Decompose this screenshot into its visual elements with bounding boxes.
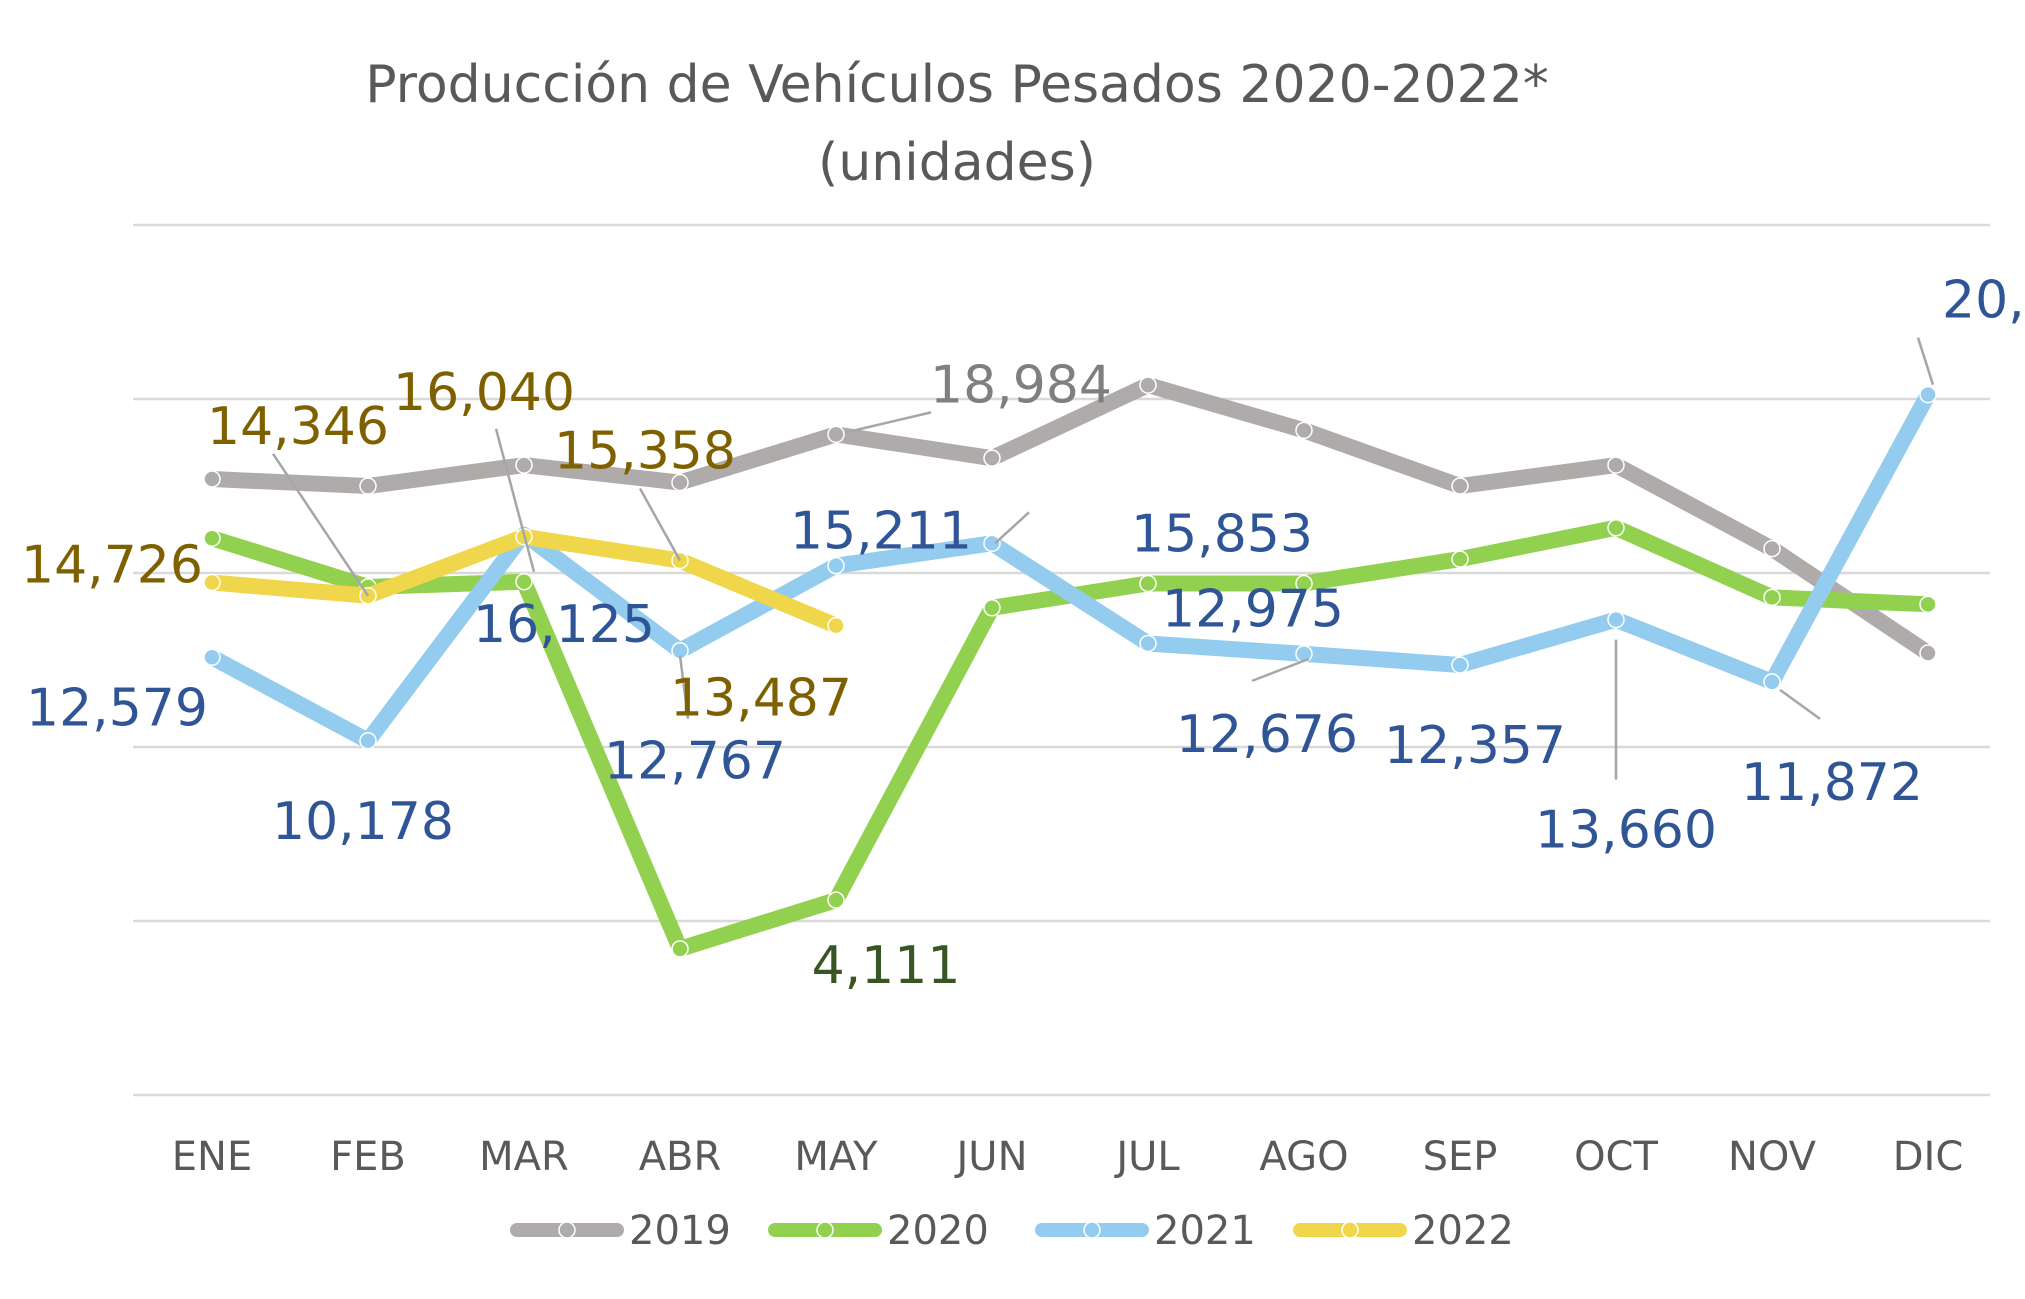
- data-point: [1919, 595, 1937, 614]
- data-label: 12,767: [604, 732, 786, 792]
- data-point: [827, 556, 845, 575]
- legend-item-2022: 2022: [1293, 1208, 1514, 1254]
- data-point: [1607, 456, 1625, 474]
- data-point: [1139, 574, 1157, 593]
- data-point: [827, 616, 845, 635]
- x-tick-label: NOV: [1728, 1134, 1817, 1180]
- data-point: [203, 470, 221, 488]
- x-tick-label: MAR: [479, 1134, 569, 1180]
- data-label: 20,124: [1942, 271, 2025, 331]
- data-point: [515, 456, 533, 474]
- data-label: 12,975: [1162, 579, 1344, 639]
- leader-line: [1916, 337, 1935, 386]
- data-point: [1139, 376, 1157, 394]
- data-point: [827, 891, 845, 909]
- x-tick-label: ENE: [172, 1134, 252, 1180]
- data-label: 11,872: [1741, 753, 1923, 813]
- data-label: 18,984: [930, 355, 1112, 415]
- legend-label: 2020: [887, 1208, 989, 1254]
- data-point: [983, 534, 1001, 553]
- data-label: 10,178: [272, 792, 454, 852]
- legend-item-2021: 2021: [1035, 1208, 1256, 1254]
- data-point: [1139, 634, 1157, 653]
- leader-line: [271, 453, 370, 597]
- series-line-2021: [204, 386, 1936, 749]
- data-point: [1607, 610, 1625, 629]
- data-point: [827, 425, 845, 444]
- leader-line: [494, 428, 536, 573]
- data-point: [1451, 550, 1469, 568]
- x-tick-label: FEB: [330, 1134, 406, 1180]
- data-point: [203, 529, 221, 547]
- legend-marker: [1083, 1221, 1101, 1239]
- data-point: [671, 940, 689, 958]
- series-line-2019: [204, 377, 1936, 662]
- data-point: [1607, 519, 1625, 537]
- data-point: [359, 732, 377, 750]
- data-label: 4,111: [812, 936, 961, 996]
- x-tick-label: MAY: [794, 1134, 878, 1180]
- data-point: [1451, 477, 1469, 495]
- chart-subtitle: (unidades): [818, 133, 1096, 193]
- data-point: [671, 473, 689, 492]
- leader-line: [638, 487, 682, 562]
- x-tick-label: SEP: [1423, 1134, 1498, 1180]
- data-point: [203, 648, 221, 667]
- data-label: 12,357: [1384, 716, 1566, 776]
- data-point: [1919, 385, 1937, 404]
- data-label: 14,726: [21, 536, 203, 596]
- legend-item-2020: 2020: [768, 1208, 989, 1254]
- data-label: 15,853: [1131, 504, 1313, 564]
- x-tick-label: OCT: [1574, 1134, 1658, 1180]
- legend: 2019 2020 2021 2022: [510, 1208, 1514, 1254]
- data-label: 13,660: [1535, 801, 1717, 861]
- x-axis-ticks: ENE FEB MAR ABR MAY JUN JUL AGO SEP OCT NOV DIC: [172, 1134, 1964, 1180]
- data-label: 14,346: [207, 397, 389, 457]
- data-point: [515, 572, 533, 591]
- data-label: 15,211: [790, 502, 972, 562]
- x-tick-label: DIC: [1893, 1134, 1964, 1180]
- leader-line: [1779, 688, 1821, 720]
- data-point: [1295, 421, 1313, 440]
- leader-line: [678, 655, 690, 719]
- data-point: [1763, 539, 1781, 558]
- data-point: [983, 449, 1001, 467]
- data-label: 15,358: [554, 422, 736, 482]
- data-point: [1763, 588, 1781, 607]
- series-lines: [203, 376, 1937, 958]
- data-label: 12,676: [1176, 705, 1358, 765]
- legend-marker: [816, 1221, 834, 1239]
- data-label: 12,579: [26, 678, 208, 738]
- label-leader-lines: [271, 337, 1935, 780]
- leader-line: [1251, 657, 1310, 683]
- series-2019: [203, 376, 1937, 662]
- data-point: [983, 599, 1001, 617]
- leader-line: [994, 511, 1030, 545]
- data-label: 13,487: [670, 669, 852, 729]
- x-tick-label: JUL: [1113, 1134, 1180, 1180]
- x-tick-label: ABR: [639, 1134, 722, 1180]
- legend-label: 2019: [629, 1208, 731, 1254]
- legend-label: 2022: [1412, 1208, 1514, 1254]
- data-label: 16,125: [473, 595, 655, 655]
- data-point: [203, 573, 221, 592]
- data-point: [1919, 644, 1937, 662]
- data-point: [1763, 673, 1781, 691]
- legend-marker: [558, 1221, 576, 1239]
- legend-item-2019: 2019: [510, 1208, 731, 1254]
- data-point: [1295, 574, 1313, 593]
- chart-title: Producción de Vehículos Pesados 2020-202…: [365, 55, 1549, 115]
- x-tick-label: JUN: [954, 1134, 1028, 1180]
- leader-line: [845, 411, 932, 434]
- data-label: 16,040: [393, 363, 575, 423]
- x-tick-label: AGO: [1259, 1134, 1348, 1180]
- data-point: [359, 477, 377, 495]
- legend-marker: [1341, 1221, 1359, 1239]
- data-point: [1451, 656, 1469, 674]
- legend-label: 2021: [1154, 1208, 1256, 1254]
